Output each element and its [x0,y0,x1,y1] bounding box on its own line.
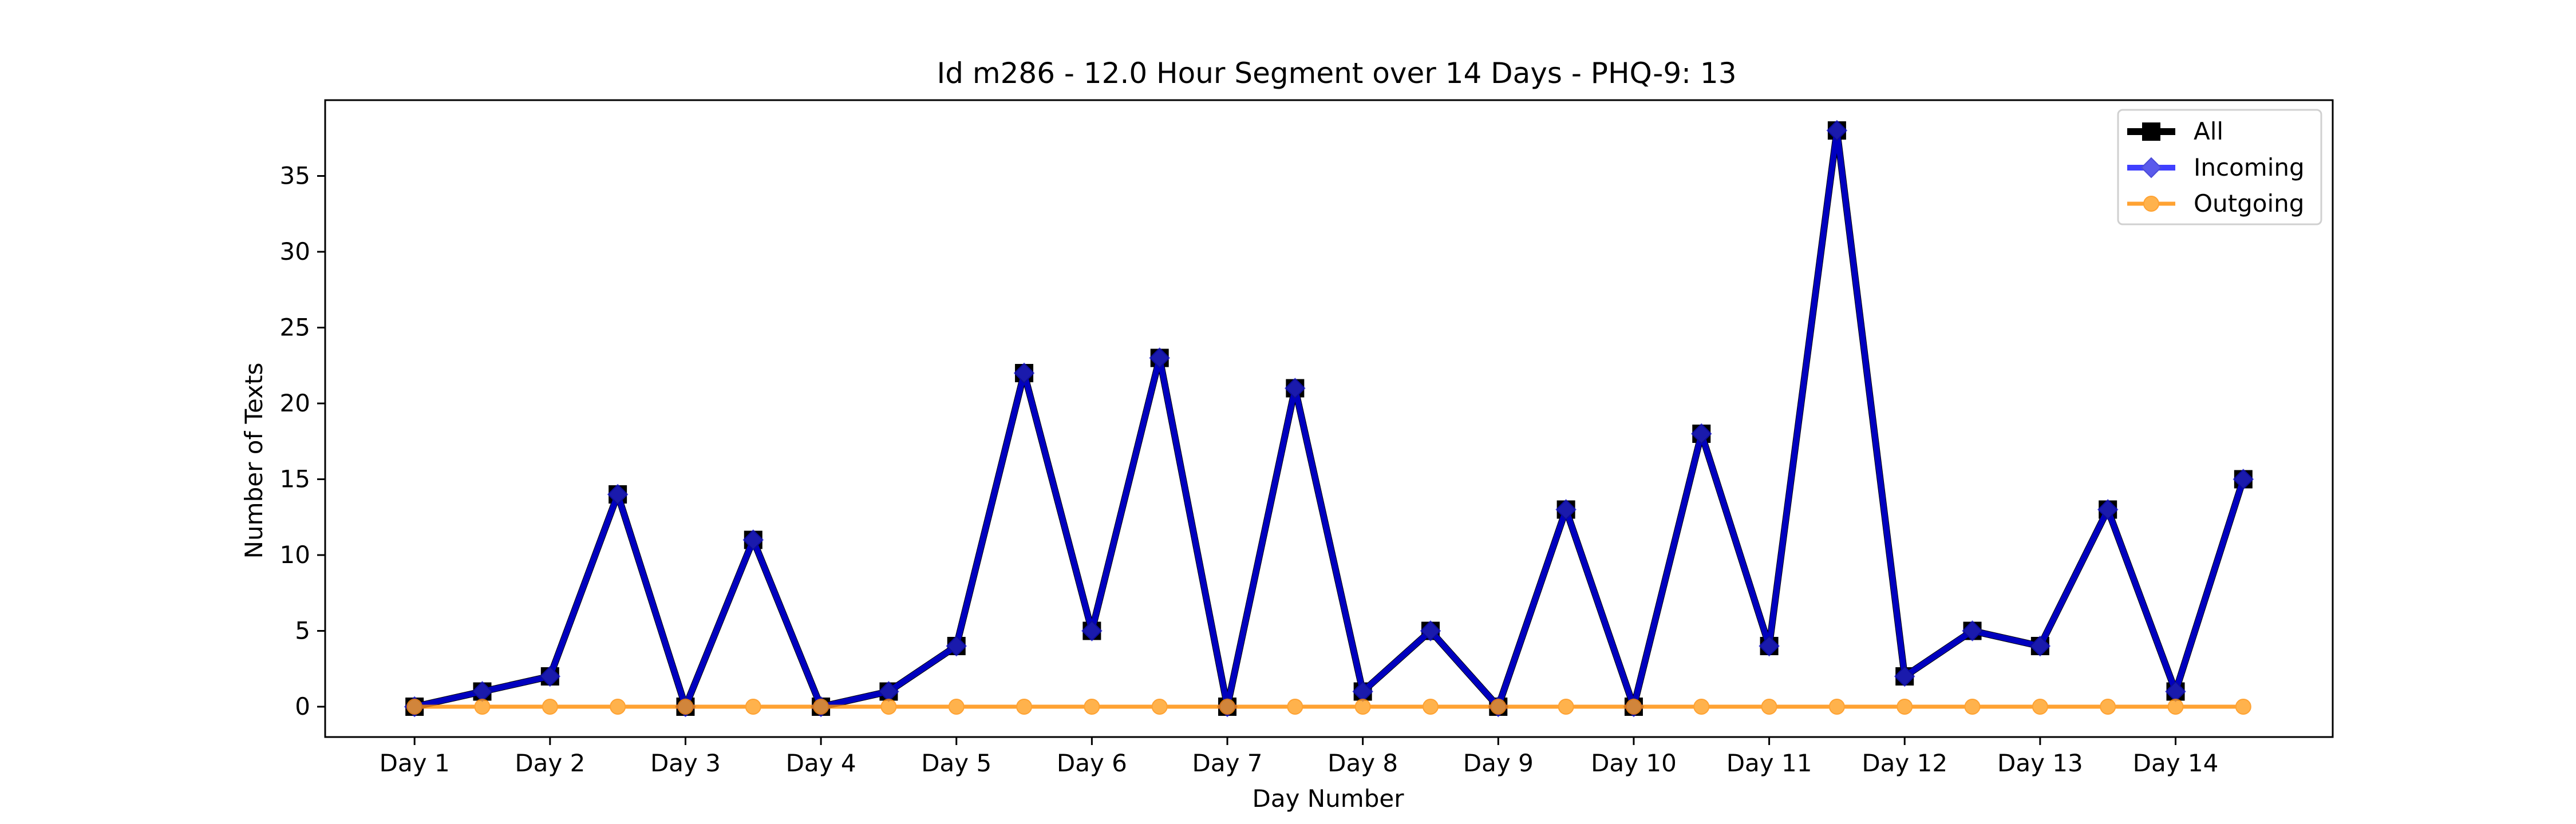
data-point-outgoing [1828,699,1845,715]
legend-label: All [2194,117,2223,145]
y-tick-label: 20 [280,389,310,417]
data-point-outgoing [813,699,829,715]
y-tick-label: 15 [280,465,310,493]
data-point-outgoing [880,699,897,715]
data-point-outgoing [1422,699,1439,715]
data-point-outgoing [1625,699,1642,715]
y-tick-label: 25 [280,314,310,342]
y-tick-label: 30 [280,237,310,266]
data-point-outgoing [2235,699,2251,715]
data-point-outgoing [1964,699,1981,715]
x-tick-label: Day 14 [2133,749,2219,777]
x-tick-label: Day 7 [1192,749,1263,777]
legend-label: Outgoing [2194,189,2304,217]
data-point-outgoing [1693,699,1710,715]
x-tick-label: Day 9 [1463,749,1534,777]
data-point-incoming [2029,635,2051,657]
data-point-outgoing [1354,699,1371,715]
x-tick-label: Day 1 [380,749,450,777]
data-point-outgoing [677,699,694,715]
data-point-incoming [539,665,561,687]
data-point-outgoing [1084,699,1100,715]
x-tick-label: Day 2 [515,749,585,777]
data-point-incoming [1285,378,1306,399]
x-tick-label: Day 6 [1057,749,1127,777]
data-point-incoming [742,529,764,550]
legend-entry-incoming [2127,157,2175,179]
data-point-outgoing [2100,699,2116,715]
data-point-outgoing [542,699,558,715]
data-point-incoming [1081,620,1103,641]
data-point-outgoing [1219,699,1236,715]
y-tick-label: 5 [295,617,310,645]
data-point-incoming [607,484,629,505]
data-point-incoming [1962,620,1983,641]
data-point-incoming [1826,120,1848,141]
chart-title: Id m286 - 12.0 Hour Segment over 14 Days… [937,57,1736,90]
legend-label: Incoming [2194,153,2305,181]
y-tick-label: 10 [280,541,310,569]
data-point-incoming [2233,469,2254,490]
data-point-outgoing [1151,699,1168,715]
legend: All Incoming Outgoing [2117,109,2322,225]
data-point-incoming [1894,665,1915,687]
data-point-outgoing [1490,699,1507,715]
legend-box [2117,109,2322,225]
x-tick-label: Day 13 [1997,749,2083,777]
series-line-incoming [414,128,2246,710]
x-tick-label: Day 12 [1862,749,1947,777]
data-point-outgoing [406,699,423,715]
data-point-outgoing [2032,699,2048,715]
x-axis-label: Day Number [1252,785,1404,813]
y-tick-label: 35 [280,162,310,190]
x-tick-label: Day 3 [650,749,721,777]
legend-marker [2143,196,2159,212]
data-point-outgoing [948,699,965,715]
data-point-incoming [1555,499,1577,520]
data-point-outgoing [1761,699,1777,715]
legend-marker [2140,157,2162,179]
data-point-outgoing [1897,699,1913,715]
data-point-outgoing [745,699,761,715]
data-point-incoming [1420,620,1441,641]
data-point-incoming [2097,499,2119,520]
legend-entry-outgoing [2127,196,2175,212]
data-point-incoming [1013,362,1035,384]
data-point-outgoing [2167,699,2184,715]
x-tick-label: Day 8 [1327,749,1398,777]
axes: 0 5 10 15 20 25 30 35 Day 1 Day 2 Day 3 Day 4 Day 5 D… [280,99,2334,777]
x-tick-label: Day 5 [921,749,991,777]
data-point-incoming [1690,423,1712,445]
data-point-incoming [946,635,967,657]
x-tick-label: Day 11 [1726,749,1812,777]
axes-frame [324,99,2334,738]
series-outgoing [406,699,2251,715]
legend-entry-all [2127,122,2175,141]
legend-marker [2142,122,2160,141]
data-point-outgoing [1287,699,1303,715]
data-point-outgoing [610,699,626,715]
data-point-outgoing [1016,699,1033,715]
y-tick-label: 0 [295,692,310,720]
data-point-incoming [1149,347,1171,369]
x-tick-label: Day 4 [786,749,856,777]
plot-area [404,120,2254,718]
y-axis-label: Number of Texts [240,363,268,559]
x-tick-label: Day 10 [1591,749,1677,777]
data-point-outgoing [474,699,491,715]
data-point-outgoing [1558,699,1574,715]
data-point-incoming [1759,635,1780,657]
